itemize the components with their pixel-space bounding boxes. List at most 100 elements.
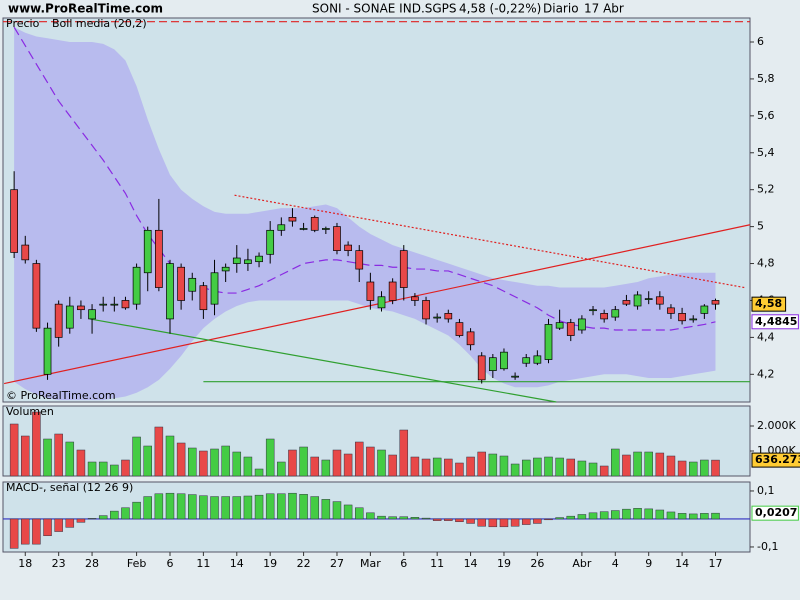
bar	[354, 441, 364, 477]
bar	[700, 459, 709, 477]
bollinger-band	[14, 27, 716, 401]
bar	[87, 461, 97, 477]
bar	[188, 447, 197, 477]
bar	[644, 451, 653, 477]
bar	[143, 445, 152, 477]
bar	[566, 458, 576, 477]
bar	[21, 435, 30, 477]
bar	[455, 518, 464, 523]
bar	[265, 438, 275, 477]
candle-body	[522, 357, 531, 364]
y-tick-label: 4,4	[757, 330, 775, 343]
last-value-label: 0,0207	[755, 506, 797, 519]
bar	[655, 509, 665, 520]
candle-body	[700, 305, 709, 314]
bar	[98, 461, 108, 477]
x-tick-label: 17	[708, 557, 722, 570]
bar	[143, 496, 152, 520]
candle-body	[177, 266, 185, 301]
candle-body	[644, 298, 653, 300]
bar	[65, 518, 75, 528]
candle-body	[477, 355, 486, 381]
bar	[611, 510, 620, 520]
candle-body	[488, 357, 497, 371]
y-tick-label: 5	[757, 220, 764, 233]
bar	[332, 449, 342, 477]
bar	[521, 518, 531, 525]
candle-body	[678, 313, 686, 322]
bar	[577, 514, 587, 520]
trendline	[89, 318, 557, 403]
candle-body	[355, 250, 364, 270]
bar	[388, 516, 397, 520]
bar	[622, 454, 631, 477]
bar	[533, 518, 542, 524]
bar	[533, 457, 542, 477]
candle-body	[711, 300, 720, 305]
bar	[65, 441, 75, 477]
bar	[32, 411, 41, 477]
bar	[76, 518, 86, 523]
candle-body	[132, 266, 141, 305]
bar	[221, 496, 230, 520]
bar	[265, 493, 275, 520]
x-tick-label: 6	[400, 557, 407, 570]
bar	[332, 501, 342, 520]
bar	[599, 465, 609, 477]
bar	[655, 452, 665, 477]
x-tick-label: 6	[166, 557, 173, 570]
bar	[21, 518, 30, 545]
bar	[410, 517, 420, 520]
bar	[477, 518, 486, 527]
candle-body	[244, 259, 252, 264]
candle-body	[600, 313, 609, 320]
last-value-label: 4,4845	[755, 315, 797, 328]
bar	[432, 457, 442, 477]
bar	[176, 442, 186, 477]
y-tick-label: -0,1	[757, 540, 778, 553]
bar	[588, 512, 598, 520]
bar	[43, 438, 52, 477]
bar	[154, 493, 164, 520]
candle-body	[32, 263, 41, 329]
bar	[466, 518, 475, 524]
bar	[611, 448, 620, 477]
change: 4,58 (-0,22%)	[459, 2, 541, 16]
candle-body	[21, 244, 30, 261]
bar	[588, 462, 598, 477]
x-tick-label: 11	[430, 557, 444, 570]
bar	[544, 456, 553, 477]
last-value-box	[751, 505, 799, 521]
bar	[377, 515, 386, 520]
x-tick-label: 9	[645, 557, 652, 570]
candle-body	[633, 294, 642, 307]
bar	[510, 463, 520, 477]
bar	[688, 513, 698, 520]
bar	[243, 495, 253, 520]
bar	[221, 445, 230, 477]
candle-body	[411, 296, 419, 301]
bar	[599, 511, 609, 520]
x-tick-label: Mar	[360, 557, 381, 570]
bar	[232, 451, 242, 477]
period: Diario	[543, 2, 579, 16]
bar	[711, 512, 720, 520]
last-value-box	[751, 452, 800, 468]
candle-body	[266, 229, 275, 255]
candle-body	[88, 309, 96, 320]
bar	[488, 518, 498, 528]
bar	[421, 458, 431, 477]
last-value-box	[751, 314, 799, 330]
candle-body	[333, 226, 341, 251]
legend-entry: Precio	[6, 17, 40, 30]
candle-body	[277, 224, 286, 231]
bar	[110, 510, 119, 520]
bar	[455, 462, 464, 477]
bar	[87, 518, 97, 520]
candle-body	[299, 228, 308, 230]
bar	[288, 492, 297, 520]
date: 17 Abr	[584, 2, 624, 16]
bar	[132, 501, 141, 520]
